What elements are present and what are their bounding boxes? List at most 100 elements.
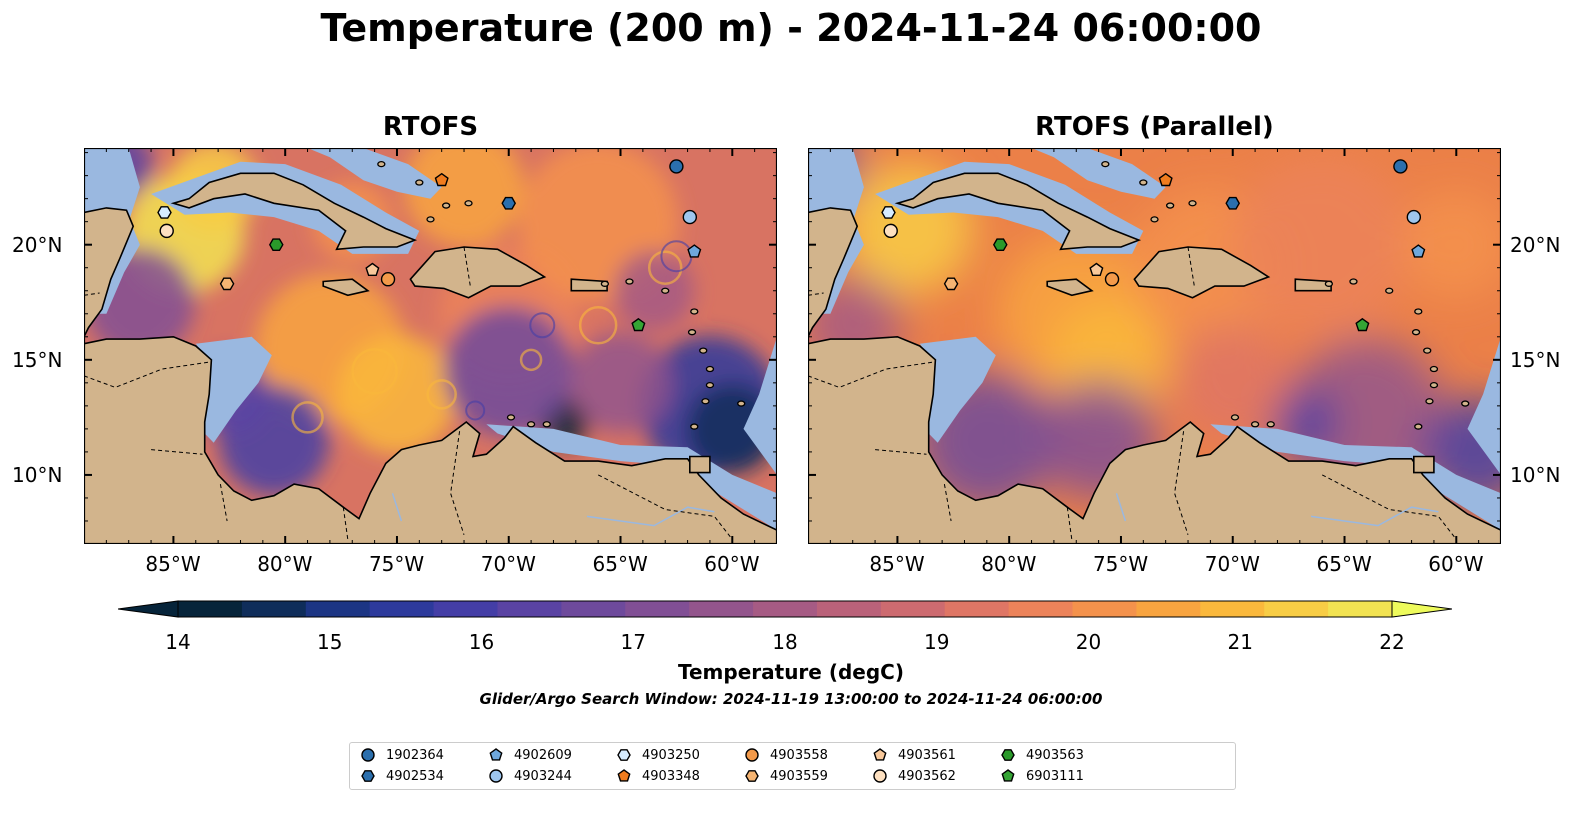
- colorbar-segment: [1264, 601, 1329, 617]
- colorbar-segment: [1200, 601, 1265, 617]
- colorbar-segment: [816, 601, 882, 617]
- colorbar-segment: [1008, 601, 1074, 617]
- x-tick-label: 70°W: [1204, 552, 1260, 576]
- float-legend: 1902364 4902534 4902609 4903244 4903250 49033…: [349, 742, 1236, 790]
- legend-label: 6903111: [1026, 768, 1084, 784]
- legend-item-4903348: 4903348: [616, 767, 700, 785]
- float-marker-4902609: [687, 244, 702, 258]
- float-marker-4903559: [943, 277, 959, 291]
- legend-item-4903563: 4903563: [1000, 746, 1084, 764]
- legend-label: 4903244: [514, 768, 572, 784]
- hexagon-marker-icon: [361, 770, 375, 782]
- colorbar-segment: [433, 601, 498, 617]
- y-tick-label-right: 10°N: [1510, 462, 1561, 487]
- y-tick-label-left: 20°N: [12, 232, 63, 257]
- float-marker-1902364: [1393, 159, 1408, 174]
- float-marker-4903561: [365, 262, 380, 277]
- colorbar-segment: [753, 601, 818, 617]
- map-panel-rtofs: [84, 148, 777, 544]
- legend-label: 4903559: [770, 768, 828, 784]
- x-tick-label: 60°W: [704, 552, 760, 576]
- float-marker-4903563: [992, 238, 1008, 252]
- hexagon-marker-icon: [1001, 749, 1015, 761]
- colorbar-label: Temperature (degC): [678, 660, 904, 684]
- pentagon-marker-icon: [617, 769, 631, 782]
- colorbar-tick-label: 22: [1379, 630, 1405, 654]
- float-marker-1902364: [669, 159, 684, 174]
- legend-label: 4903561: [898, 747, 956, 763]
- legend-item-4903562: 4903562: [872, 767, 956, 785]
- float-marker-4903244: [1406, 209, 1422, 225]
- legend-label: 4902609: [514, 747, 572, 763]
- float-marker-4903250: [157, 206, 172, 219]
- colorbar-tick-label: 21: [1227, 630, 1253, 654]
- y-tick-label-right: 15°N: [1510, 347, 1561, 372]
- float-marker-4902534: [501, 196, 517, 210]
- colorbar-segment: [1136, 601, 1201, 617]
- float-marker-4902609: [1411, 244, 1426, 258]
- colorbar-tick-label: 17: [620, 630, 646, 654]
- colorbar-tick-label: 18: [772, 630, 798, 654]
- float-marker-4903558: [380, 272, 396, 287]
- float-marker-4903348: [434, 172, 449, 187]
- float-marker-4903348: [1158, 172, 1173, 187]
- legend-item-4903561: 4903561: [872, 746, 956, 764]
- circle-marker-icon: [745, 748, 759, 762]
- colorbar-segment: [880, 601, 946, 617]
- legend-label: 4903562: [898, 768, 956, 784]
- x-tick-label: 65°W: [1316, 552, 1372, 576]
- y-tick-label-right: 20°N: [1510, 232, 1561, 257]
- float-marker-4903563: [268, 238, 284, 252]
- colorbar-segment: [497, 601, 562, 617]
- legend-item-4903250: 4903250: [616, 746, 700, 764]
- legend-item-4902609: 4902609: [488, 746, 572, 764]
- colorbar-segment: [1328, 601, 1393, 617]
- pentagon-marker-icon: [1001, 769, 1015, 782]
- x-tick-label: 75°W: [368, 552, 425, 576]
- legend-item-6903111: 6903111: [1000, 767, 1084, 785]
- colorbar-segment: [1072, 601, 1137, 617]
- circle-marker-icon: [489, 769, 503, 783]
- y-tick-label-left: 10°N: [12, 462, 63, 487]
- legend-label: 4903250: [642, 747, 700, 763]
- float-marker-6903111: [631, 317, 646, 332]
- hexagon-marker-icon: [617, 749, 631, 761]
- float-marker-4902534: [1225, 196, 1241, 210]
- x-tick-label: 80°W: [257, 552, 313, 576]
- colorbar-segment: [944, 601, 1010, 617]
- panel-title-rtofs: RTOFS: [382, 112, 479, 142]
- colorbar-segment: [369, 601, 435, 617]
- pentagon-marker-icon: [873, 748, 887, 761]
- x-tick-label: 85°W: [869, 552, 925, 576]
- map-panel-rtofs-parallel: [808, 148, 1501, 544]
- legend-item-4903559: 4903559: [744, 767, 828, 785]
- colorbar-extend-high: [1391, 600, 1452, 618]
- x-tick-label: 80°W: [981, 552, 1037, 576]
- x-tick-label: 65°W: [592, 552, 648, 576]
- colorbar-tick-label: 14: [165, 630, 191, 654]
- colorbar-segment: [625, 601, 690, 617]
- colorbar-segment: [689, 601, 754, 617]
- circle-marker-icon: [361, 748, 375, 762]
- float-marker-6903111: [1355, 317, 1370, 332]
- panel-title-rtofs-parallel: RTOFS (Parallel): [1035, 112, 1274, 142]
- float-marker-4903559: [219, 277, 235, 291]
- float-marker-4903561: [1089, 262, 1104, 277]
- legend-label: 1902364: [386, 747, 444, 763]
- colorbar-segment: [241, 601, 307, 617]
- colorbar-tick-label: 20: [1075, 630, 1102, 654]
- legend-label: 4903348: [642, 768, 700, 784]
- colorbar-extend-low: [118, 600, 179, 618]
- hexagon-marker-icon: [745, 770, 759, 782]
- legend-label: 4902534: [386, 768, 444, 784]
- colorbar: [118, 600, 1452, 618]
- search-window-note: Glider/Argo Search Window: 2024-11-19 13…: [479, 690, 1103, 708]
- float-marker-4903558: [1104, 272, 1120, 287]
- float-marker-4903562: [159, 223, 174, 239]
- float-marker-4903244: [682, 209, 698, 225]
- x-tick-label: 70°W: [480, 552, 536, 576]
- legend-item-4902534: 4902534: [360, 767, 444, 785]
- colorbar-segment: [178, 601, 243, 617]
- y-tick-label-left: 15°N: [12, 347, 63, 372]
- float-marker-4903562: [883, 223, 898, 239]
